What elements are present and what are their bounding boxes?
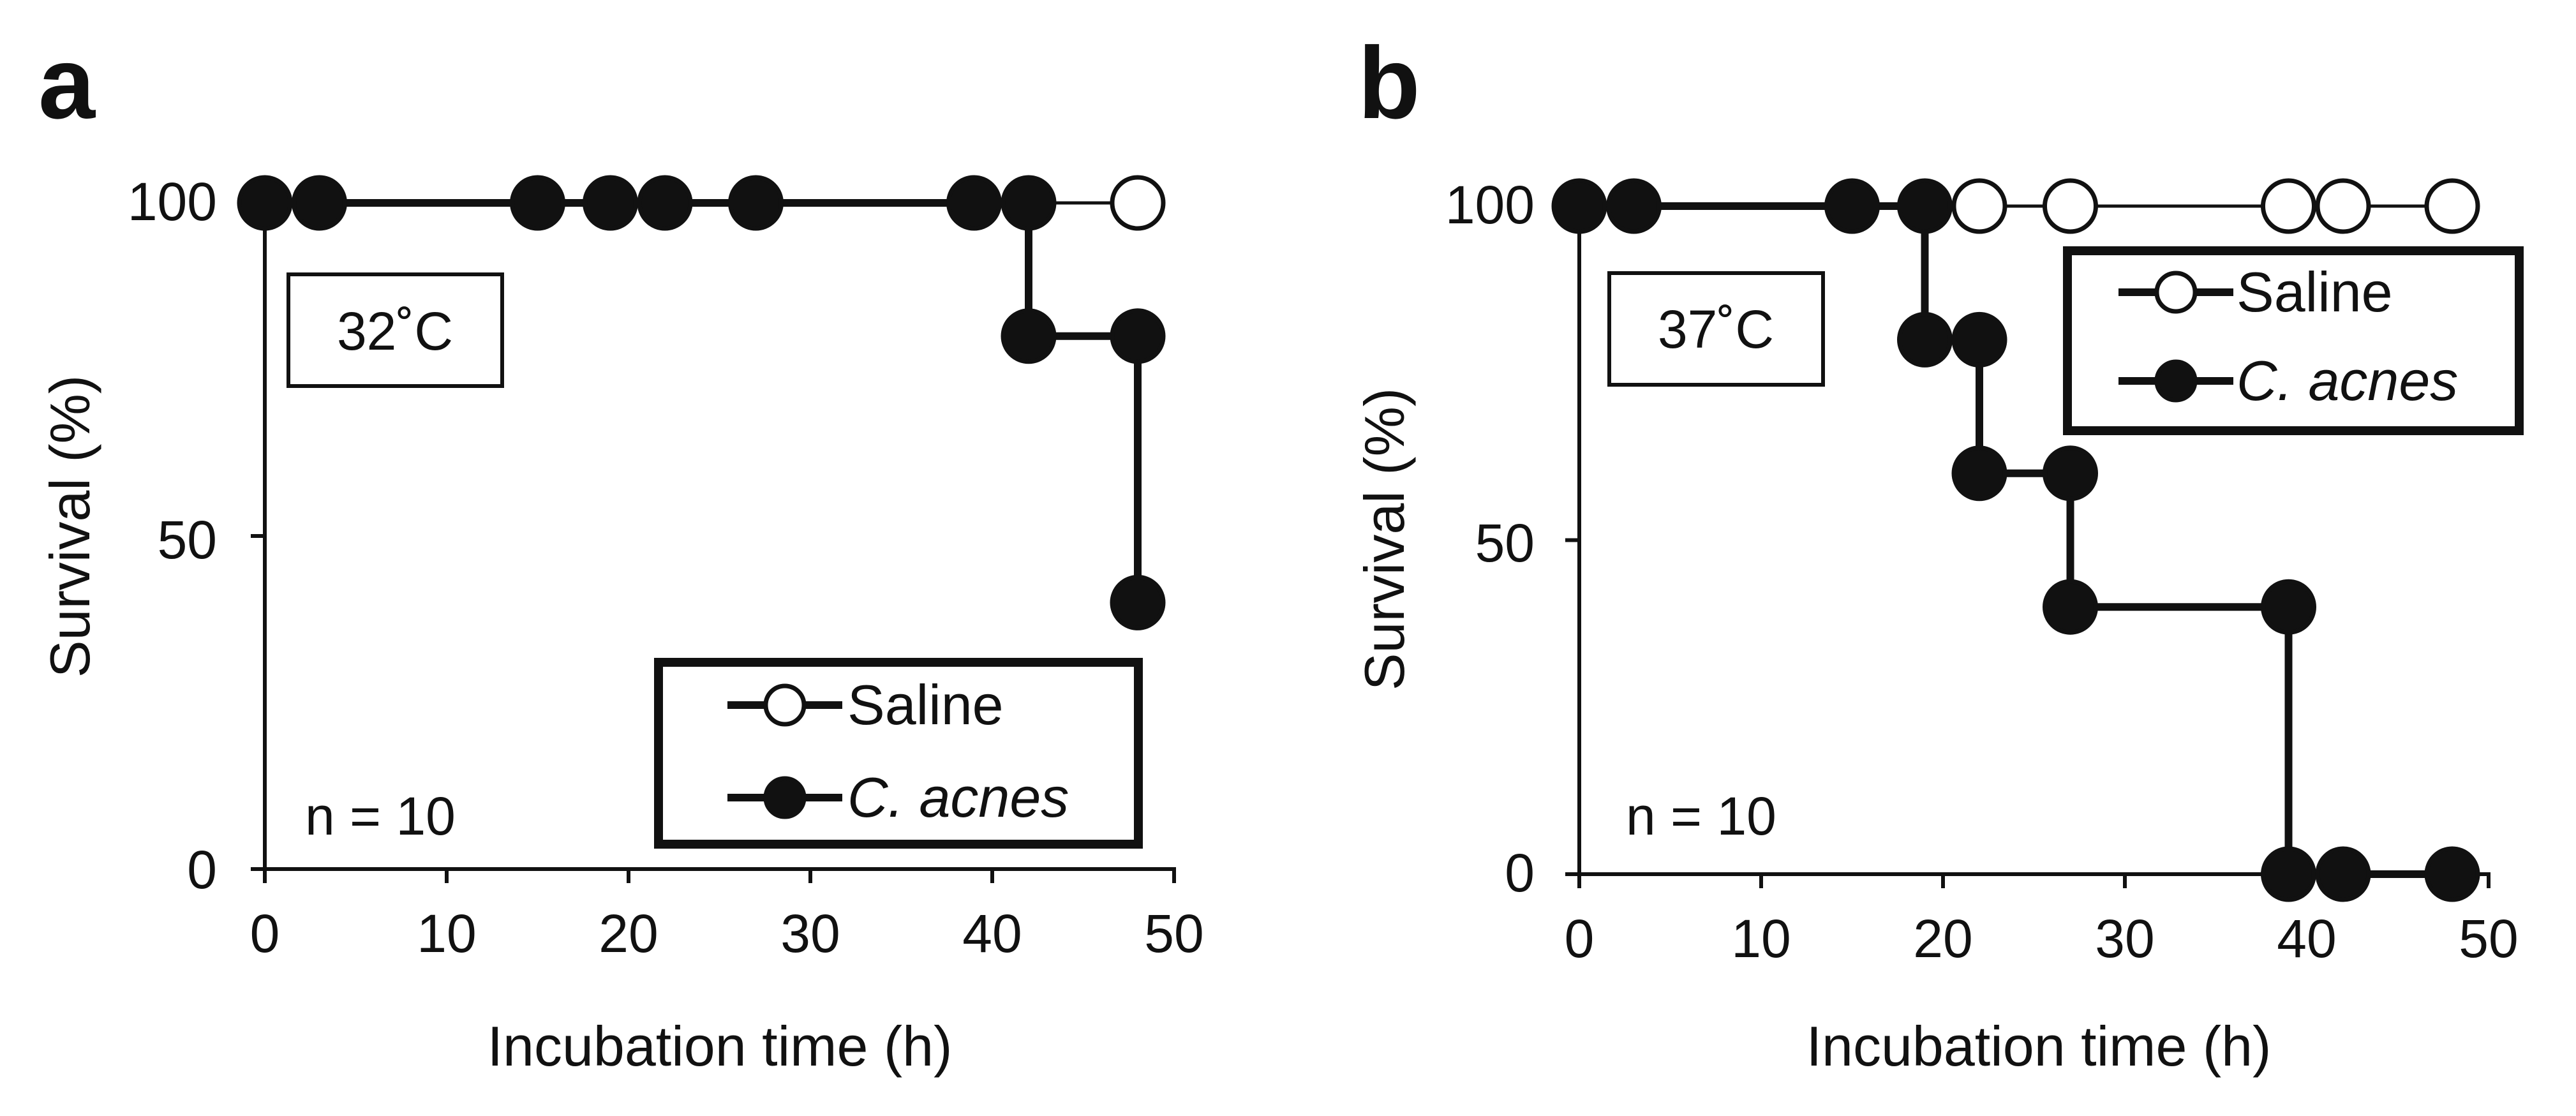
panel-b-series-saline-point-2 [2261,178,2316,234]
panel-a-series-cacnes-point-3 [583,175,638,231]
panel-a-legend: Saline C. acnes [654,658,1143,849]
panel-a-series-cacnes-line [265,199,1142,603]
panel-a-x-axis-label: Incubation time (h) [488,1015,953,1078]
panel-b-marks [1551,178,2490,902]
panel-b-series-cacnes-point-10 [2261,846,2316,902]
panel-a-legend-box [654,658,1143,849]
panel-b-x-axis-label: Incubation time (h) [1806,1015,2272,1078]
panel-a-legend-cacnes-marker [763,776,807,819]
panel-b-legend-saline-marker [2154,271,2198,314]
panel-b-series-cacnes-point-2 [1824,178,1880,234]
panel-a-xtick-20: 20 [599,904,658,963]
panel-b-series-cacnes-point-5 [1951,311,2007,368]
panel-b-series-saline-point-0 [1951,178,2007,234]
panel-b-xtick-40: 40 [2277,909,2336,969]
panel-b-series-cacnes-point-12 [2424,846,2480,902]
panel-a-series-cacnes-point-10 [1110,574,1166,630]
panel-b-xtick-30: 30 [2095,909,2154,969]
panel-b-ytick-0: 0 [1505,843,1535,903]
panel-a-legend-saline-label: Saline [847,673,1004,736]
panel-a-y-axis-label: Survival (%) [38,375,101,678]
panel-a-ytick-100: 100 [128,172,217,232]
panel-b-ytick-50: 50 [1475,513,1535,573]
panel-b-ytick-100: 100 [1445,175,1535,235]
panel-a-series-cacnes-point-5 [728,175,784,231]
panel-b-series-saline-point-3 [2315,178,2371,234]
panel-a-ytick-50: 50 [158,510,217,570]
panel-a: a 100 50 0 0 10 20 30 40 50 Incubation t… [38,26,1204,1078]
panel-b-series-cacnes-point-4 [1897,311,1953,368]
panel-a-legend-saline-marker [763,683,807,727]
panel-b-series-cacnes-point-11 [2315,846,2371,902]
panel-b-legend-box [2063,246,2524,435]
panel-a-series-cacnes-point-1 [292,175,347,231]
panel-b-temperature-box [1607,271,1825,387]
panel-a-series-cacnes-point-6 [946,175,1002,231]
panel-b-series-saline-point-1 [2043,178,2098,234]
panel-b: b 100 50 0 0 10 20 30 40 50 Incubation t… [1353,26,2524,1078]
panel-a-xtick-40: 40 [962,904,1022,963]
panel-a-xtick-0: 0 [250,904,280,963]
panel-b-temperature-label: 37˚C [1658,299,1774,359]
panel-b-legend-cacnes-marker [2154,359,2198,403]
panel-b-legend-saline-label: Saline [2237,260,2393,324]
panel-a-n-label: n = 10 [305,786,456,846]
panel-a-xtick-50: 50 [1144,904,1203,963]
panel-a-series-cacnes-point-7 [1001,175,1057,231]
panel-b-series-saline-point-4 [2424,178,2480,234]
panel-a-marks [237,175,1176,883]
panel-a-letter: a [38,26,96,140]
panel-b-legend: Saline C. acnes [2063,246,2524,435]
panel-a-series-cacnes-point-8 [1001,308,1057,364]
panel-a-temperature-box [287,272,504,388]
panel-b-series-cacnes-point-8 [2043,579,2098,635]
panel-a-series-cacnes-point-0 [237,175,293,231]
panel-b-series-cacnes-point-1 [1606,178,1662,234]
panel-a-series-cacnes-point-4 [637,175,693,231]
panel-b-series-cacnes-point-7 [2043,445,2098,502]
panel-a-legend-cacnes-label: C. acnes [847,766,1069,829]
panel-b-xtick-20: 20 [1913,909,1972,969]
panel-b-series-cacnes-point-6 [1951,445,2007,502]
panel-a-temperature-label: 32˚C [337,301,453,361]
panel-b-xtick-10: 10 [1731,909,1791,969]
panel-b-y-axis-label: Survival (%) [1353,388,1416,690]
panel-b-series-cacnes-point-0 [1551,178,1607,234]
panel-b-legend-cacnes-label: C. acnes [2237,349,2458,412]
panel-b-xtick-50: 50 [2459,909,2518,969]
panel-b-series-cacnes-line [1579,202,2452,878]
panel-b-series-cacnes-point-3 [1897,178,1953,234]
panel-a-series-saline-point-0 [1110,175,1166,231]
panel-a-xtick-30: 30 [780,904,840,963]
panel-a-series-cacnes-point-2 [510,175,565,231]
panel-b-n-label: n = 10 [1626,786,1776,846]
panel-a-ytick-0: 0 [187,840,217,900]
panel-a-series-cacnes-point-9 [1110,308,1166,364]
panel-a-xtick-10: 10 [417,904,476,963]
panel-b-letter: b [1358,26,1420,140]
panel-b-series-cacnes-point-9 [2261,579,2316,635]
panel-b-xtick-0: 0 [1565,909,1595,969]
